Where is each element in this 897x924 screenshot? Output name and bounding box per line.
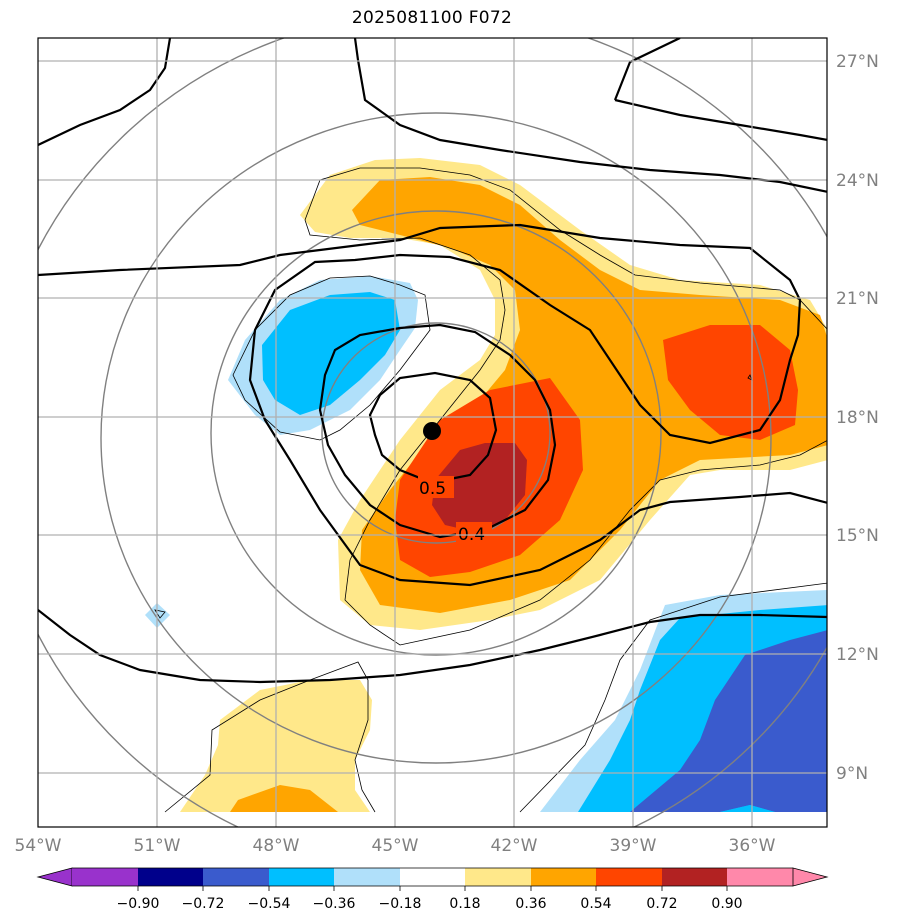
lon-label-39: 39°W <box>610 836 657 856</box>
colorbar-tick: 0.72 <box>646 896 677 912</box>
lon-labels: 54°W 51°W 48°W 45°W 42°W 39°W 36°W <box>15 836 776 856</box>
colorbar-tick: −0.18 <box>379 896 422 912</box>
colorbar-tick: −0.54 <box>248 896 291 912</box>
storm-center-marker <box>423 422 441 440</box>
lon-label-48: 48°W <box>253 836 300 856</box>
lat-label-18: 18°N <box>836 408 879 428</box>
colorbar-tick: −0.90 <box>117 896 160 912</box>
colorbar-tick: −0.72 <box>182 896 225 912</box>
lat-label-24: 24°N <box>836 171 879 191</box>
colorbar-tick: 0.90 <box>711 896 742 912</box>
colorbar-cell <box>531 868 596 886</box>
colorbar-cell <box>203 868 269 886</box>
lat-labels: 27°N 24°N 21°N 18°N 15°N 12°N 9°N <box>836 52 879 784</box>
colorbar-cell <box>662 868 727 886</box>
lon-label-51: 51°W <box>134 836 181 856</box>
colorbar-cell <box>465 868 531 886</box>
lat-label-21: 21°N <box>836 289 879 309</box>
colorbar-tick: 0.54 <box>580 896 611 912</box>
lon-label-42: 42°W <box>491 836 538 856</box>
range-rings <box>38 38 827 827</box>
thick-black-contours <box>38 38 827 684</box>
lon-label-54: 54°W <box>15 836 62 856</box>
colorbar-tick: 0.36 <box>515 896 546 912</box>
colorbar-extend-min <box>36 867 73 887</box>
colorbar-cell <box>400 868 465 886</box>
lat-label-27: 27°N <box>836 52 879 72</box>
colorbar-cell <box>727 868 793 886</box>
colorbar: −0.90 −0.72 −0.54 −0.36 −0.18 0.18 0.36 … <box>36 867 829 912</box>
lat-label-12: 12°N <box>836 645 879 665</box>
colorbar-cell <box>269 868 334 886</box>
map-area: 0.5 0.4 <box>38 38 827 827</box>
colorbar-cell <box>72 868 138 886</box>
thin-black-contours <box>154 167 827 813</box>
colorbar-tick: −0.36 <box>313 896 356 912</box>
colorbar-cell <box>334 868 400 886</box>
lat-label-9: 9°N <box>836 764 868 784</box>
map-gridlines <box>38 38 827 827</box>
lon-label-45: 45°W <box>372 836 419 856</box>
colorbar-cell <box>138 868 203 886</box>
contour-labels: 0.5 0.4 <box>418 476 492 545</box>
colorbar-extend-max <box>792 867 829 887</box>
lon-label-36: 36°W <box>729 836 776 856</box>
map-frame <box>37 37 828 828</box>
map-title: 2025081100 F072 <box>351 8 513 28</box>
contour-label-05: 0.5 <box>419 479 446 499</box>
colorbar-tick: 0.18 <box>449 896 480 912</box>
colorbar-cell <box>596 868 662 886</box>
lat-label-15: 15°N <box>836 526 879 546</box>
